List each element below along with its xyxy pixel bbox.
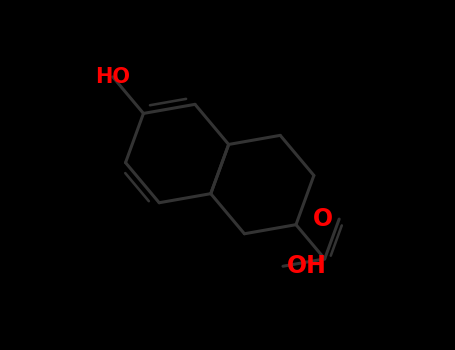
Text: OH: OH — [287, 254, 327, 278]
Text: HO: HO — [95, 67, 130, 87]
Text: O: O — [313, 207, 333, 231]
